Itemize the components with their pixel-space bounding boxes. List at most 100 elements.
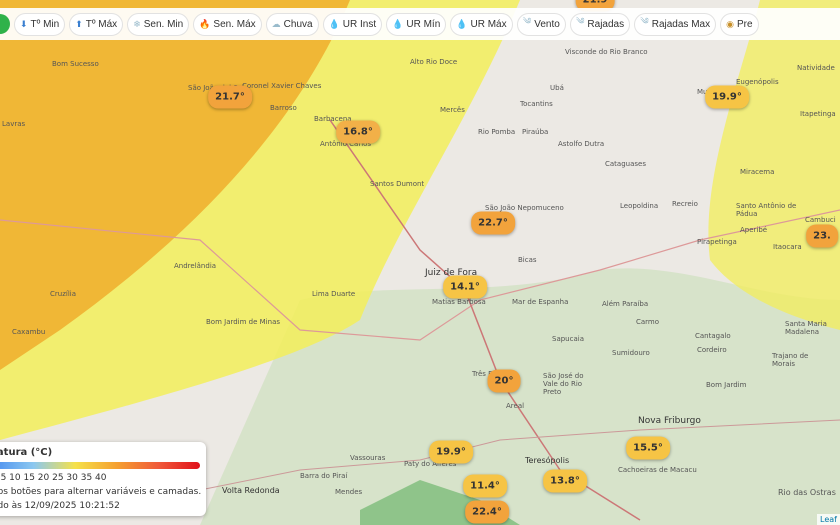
- city-label: Itapetinga: [800, 110, 836, 118]
- city-label: Matias Barbosa: [432, 298, 486, 306]
- wind-icon: ༄: [575, 15, 585, 26]
- city-label: Santo Antônio de Pádua: [736, 202, 797, 218]
- leaflet-attribution[interactable]: Leaf: [817, 514, 840, 525]
- city-label: Eugenópolis: [736, 78, 779, 86]
- button-label: Pre: [736, 18, 753, 30]
- city-label: Vassouras: [350, 454, 386, 462]
- droplet-icon: 💧: [328, 18, 340, 29]
- button-label: UR Máx: [470, 18, 507, 30]
- button-label: Rajadas: [587, 18, 625, 30]
- city-label: Bicas: [518, 256, 537, 264]
- city-label: Rio das Ostras: [778, 488, 836, 497]
- sen-max-button[interactable]: 🔥 Sen. Máx: [193, 12, 262, 36]
- city-label: Cachoeiras de Macacu: [618, 466, 697, 474]
- legend-updated-time: ado às 12/09/2025 10:21:52: [0, 501, 120, 511]
- temperature-marker[interactable]: 22.4°: [465, 500, 509, 524]
- city-label: Coronel Xavier Chaves: [242, 82, 322, 90]
- wind-icon: ༄: [522, 15, 532, 26]
- city-label: Antônio Carlos: [320, 140, 372, 148]
- city-label: Leopoldina: [620, 202, 659, 210]
- temperature-marker[interactable]: 11.4°: [463, 474, 507, 498]
- temperature-marker[interactable]: 20°: [487, 369, 521, 393]
- button-label: UR Inst: [342, 18, 377, 30]
- temperature-marker[interactable]: 21.7°: [208, 85, 252, 109]
- city-label: Cantagalo: [695, 332, 731, 340]
- city-label: Mercês: [440, 106, 465, 114]
- ur-max-button[interactable]: 💧 UR Máx: [450, 12, 513, 36]
- city-label: Bom Jardim de Minas: [206, 318, 281, 326]
- legend-hint: nos botões para alternar variáveis e cam…: [0, 487, 202, 497]
- droplet-icon: 💧: [456, 18, 468, 29]
- pressao-button[interactable]: ◉ Pre: [720, 12, 759, 36]
- legend-panel: ratura (°C) 0 5 10 15 20 25 30 35 40 nos…: [0, 442, 206, 516]
- temperature-marker[interactable]: 13.8°: [543, 469, 587, 493]
- rajadas-max-button[interactable]: ༄ Rajadas Max: [634, 12, 717, 36]
- temperature-marker[interactable]: 21.9: [575, 0, 615, 12]
- button-label: UR Mín: [406, 18, 441, 30]
- arrow-down-icon: ⬇: [20, 18, 28, 29]
- city-label: Cordeiro: [697, 346, 727, 354]
- temperature-marker[interactable]: 15.5°: [626, 436, 670, 460]
- temperature-marker[interactable]: 19.9°: [705, 85, 749, 109]
- city-label: Rio Pomba: [478, 128, 516, 136]
- temp-max-button[interactable]: ⬆ Tº Máx: [69, 12, 124, 36]
- city-label: Lima Duarte: [312, 290, 356, 298]
- city-label: Caxambu: [12, 328, 46, 336]
- temperature-marker[interactable]: 16.8°: [336, 120, 380, 144]
- city-label: Recreio: [672, 200, 698, 208]
- city-label: Pirapetinga: [697, 238, 737, 246]
- city-label: São José do Vale do Rio Preto: [543, 372, 584, 396]
- arrow-up-icon: ⬆: [75, 18, 83, 29]
- variable-toolbar: ⬇ Tº Min ⬆ Tº Máx ❄ Sen. Min 🔥 Sen. Máx ☁ Chu…: [0, 8, 840, 40]
- city-label: Miracema: [740, 168, 775, 176]
- ur-inst-button[interactable]: 💧 UR Inst: [322, 12, 383, 36]
- city-label: Santa Maria Madalena: [785, 320, 827, 336]
- snowflake-icon: ❄: [133, 18, 141, 29]
- chuva-button[interactable]: ☁ Chuva: [265, 12, 319, 36]
- city-label: Bom Sucesso: [52, 60, 99, 68]
- warm-temp-zone: [0, 0, 350, 370]
- temperature-marker[interactable]: 22.7°: [471, 211, 515, 235]
- city-label: Trajano de Morais: [772, 352, 809, 368]
- button-label: Rajadas Max: [651, 18, 711, 30]
- button-label: Sen. Min: [143, 18, 184, 30]
- wind-icon: ༄: [640, 15, 649, 26]
- city-label: Itaocara: [773, 243, 802, 251]
- ur-min-button[interactable]: 💧 UR Mín: [386, 12, 447, 36]
- droplet-icon: 💧: [392, 18, 404, 29]
- vento-button[interactable]: ༄ Vento: [516, 12, 566, 36]
- city-label: Sumidouro: [612, 349, 650, 357]
- city-label: Ubá: [550, 84, 564, 92]
- rajadas-button[interactable]: ༄ Rajadas: [569, 12, 631, 36]
- city-label: Cambuci: [805, 216, 836, 224]
- city-label: Bom Jardim: [706, 381, 747, 389]
- button-label: Tº Máx: [85, 18, 118, 30]
- button-label: Vento: [534, 18, 560, 30]
- city-label: Lavras: [2, 120, 26, 128]
- temp-min-button[interactable]: ⬇ Tº Min: [14, 12, 66, 36]
- city-label: Cruzília: [50, 290, 77, 298]
- legend-scale-labels: 0 5 10 15 20 25 30 35 40: [0, 473, 107, 483]
- city-label: São João Nepomuceno: [485, 204, 564, 212]
- city-label: Visconde do Rio Branco: [565, 48, 648, 56]
- city-label: Teresópolis: [525, 456, 570, 465]
- city-label: Além Paraíba: [602, 300, 649, 308]
- city-label: Três Rios: [472, 370, 503, 378]
- city-label: Cataguases: [605, 160, 646, 168]
- city-label: Mar de Espanha: [512, 298, 569, 306]
- button-label: Sen. Máx: [213, 18, 256, 30]
- city-label: Barbacena: [314, 115, 352, 123]
- status-indicator[interactable]: [0, 14, 10, 34]
- city-label: Juiz de Fora: [425, 268, 478, 278]
- temperature-marker[interactable]: 23.: [806, 224, 838, 248]
- temperature-marker[interactable]: 19.9°: [429, 440, 473, 464]
- city-label: Carmo: [636, 318, 660, 326]
- rain-cloud-icon: ☁: [271, 18, 281, 29]
- city-label: Alto Rio Doce: [410, 58, 458, 66]
- city-label: Piraúba: [522, 128, 549, 136]
- sen-min-button[interactable]: ❄ Sen. Min: [127, 12, 190, 36]
- city-label: Barroso: [270, 104, 297, 112]
- city-label: Andrelândia: [174, 262, 217, 270]
- temperature-marker[interactable]: 14.1°: [443, 275, 487, 299]
